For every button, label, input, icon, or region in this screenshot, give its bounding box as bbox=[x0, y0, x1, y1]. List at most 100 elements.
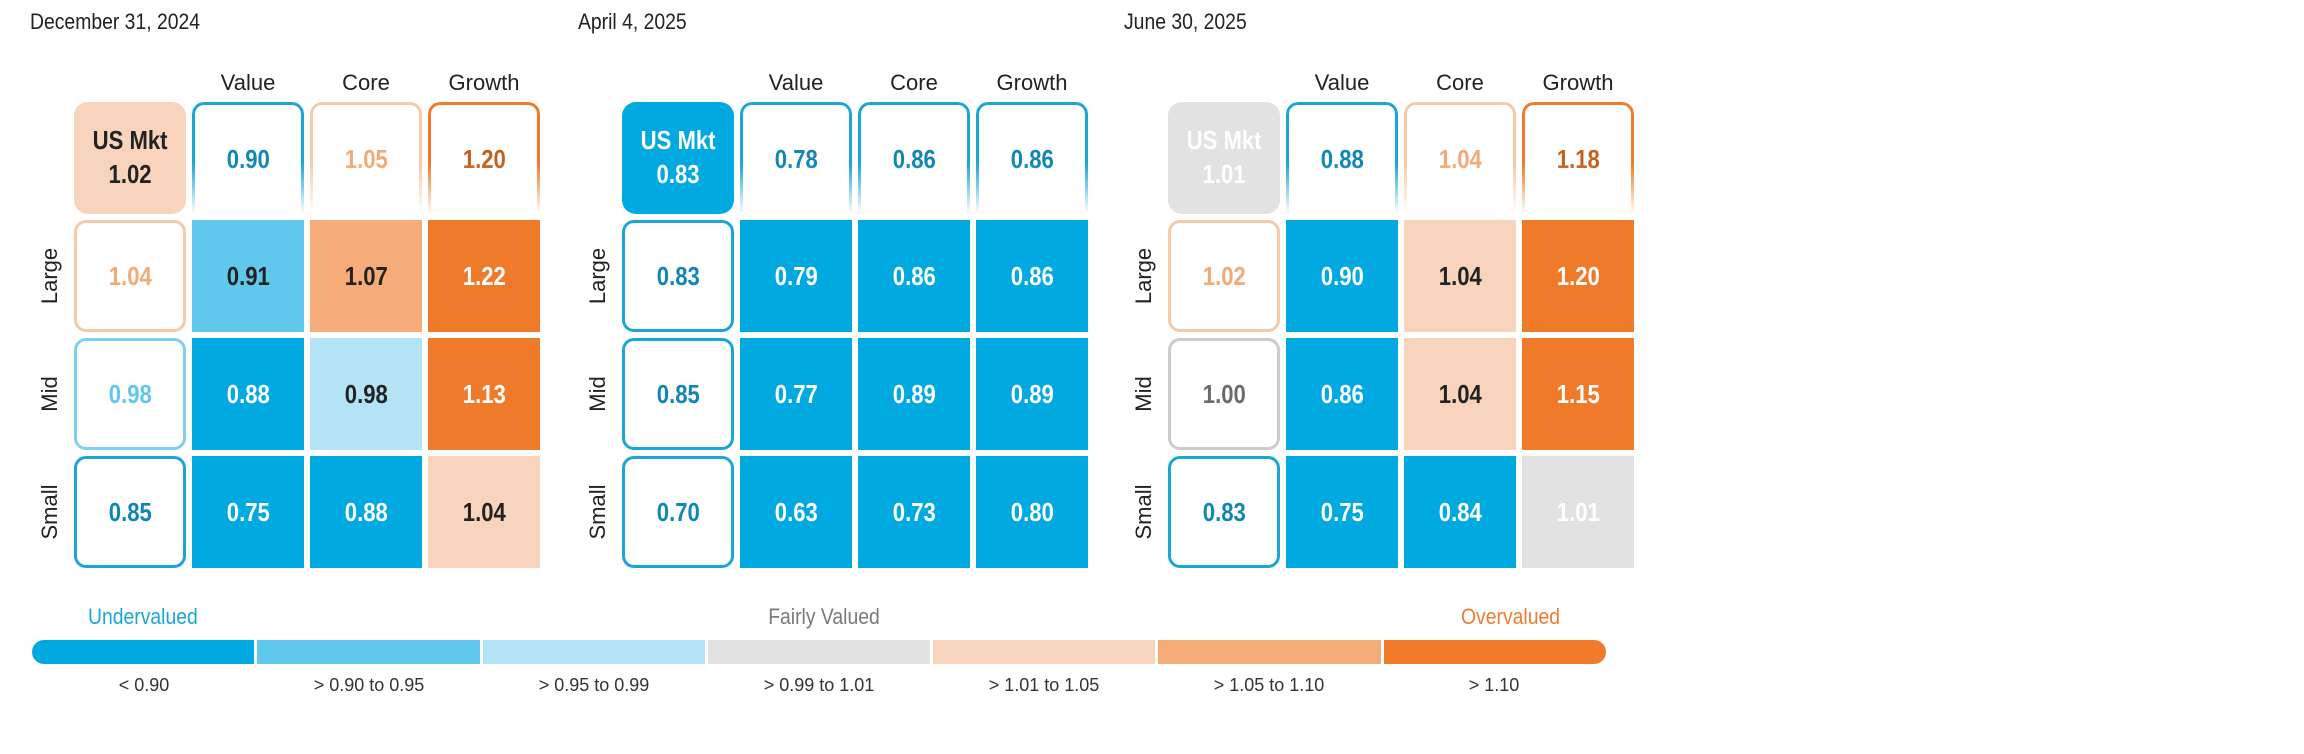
row-header-mid: Mid bbox=[578, 336, 618, 452]
style-box-cell: 0.98 bbox=[310, 338, 422, 450]
style-box-cell: 0.84 bbox=[1404, 456, 1516, 568]
cell-value: 0.75 bbox=[226, 496, 270, 527]
cell-value: 0.85 bbox=[656, 378, 700, 409]
row-header-small: Small bbox=[30, 454, 70, 570]
cell-value: 0.85 bbox=[108, 496, 152, 527]
cell-value: 0.79 bbox=[774, 260, 818, 291]
cell-value: 0.90 bbox=[1320, 260, 1364, 291]
us-market-label: US Mkt bbox=[92, 125, 168, 156]
style-box-cell: 1.15 bbox=[1522, 338, 1634, 450]
cell-value: 0.89 bbox=[1010, 378, 1054, 409]
us-market-label: US Mkt bbox=[640, 125, 716, 156]
row-header-label: Small bbox=[37, 484, 62, 540]
cell-value: 0.75 bbox=[1320, 496, 1364, 527]
us-market-cell: US Mkt 1.02 bbox=[74, 102, 186, 214]
row-header-large: Large bbox=[30, 218, 70, 334]
style-box-cell: 0.75 bbox=[192, 456, 304, 568]
cell-value: 0.83 bbox=[656, 260, 700, 291]
column-header-growth: Growth bbox=[1542, 70, 1614, 95]
cell-value: 1.04 bbox=[462, 496, 506, 527]
legend-tick-label: > 1.10 bbox=[1468, 675, 1520, 695]
column-header-value: Value bbox=[220, 70, 276, 95]
column-header-core: Core bbox=[1436, 70, 1484, 95]
cell-value: 0.86 bbox=[1010, 260, 1054, 291]
column-summary-cell: 0.88 bbox=[1286, 102, 1398, 214]
cell-value: 1.15 bbox=[1556, 378, 1600, 409]
cell-value: 0.63 bbox=[774, 496, 818, 527]
us-market-text: US Mkt 1.02 bbox=[93, 124, 168, 192]
valuation-grid: June 30, 2025 Value Core Growth Large Mid Smal… bbox=[1124, 0, 1634, 580]
cell-value: 0.77 bbox=[774, 378, 818, 409]
column-header-core: Core bbox=[890, 70, 938, 95]
us-market-value: 1.02 bbox=[108, 159, 152, 189]
cell-value: 1.01 bbox=[1556, 496, 1600, 527]
grid-date: April 4, 2025 bbox=[578, 9, 687, 34]
grid-date: June 30, 2025 bbox=[1124, 9, 1247, 34]
row-header-label: Small bbox=[585, 484, 610, 540]
row-header-label: Large bbox=[37, 247, 62, 305]
cell-value: 1.04 bbox=[1438, 378, 1482, 409]
row-header-label: Mid bbox=[585, 376, 610, 412]
cell-value: 1.04 bbox=[1438, 260, 1482, 291]
legend-tick-label: > 0.99 to 1.01 bbox=[763, 675, 875, 695]
cell-value: 1.20 bbox=[462, 144, 506, 175]
style-box-cell: 0.91 bbox=[192, 220, 304, 332]
row-header-label: Small bbox=[1131, 484, 1156, 540]
column-summary-cell: 0.86 bbox=[976, 102, 1088, 214]
style-box-cell: 1.22 bbox=[428, 220, 540, 332]
cell-value: 0.98 bbox=[108, 378, 152, 409]
cell-value: 1.05 bbox=[344, 144, 388, 175]
us-market-cell: US Mkt 0.83 bbox=[622, 102, 734, 214]
style-box-cell: 0.90 bbox=[1286, 220, 1398, 332]
style-box-cell: 0.86 bbox=[976, 220, 1088, 332]
row-summary-cell: 0.70 bbox=[622, 456, 734, 568]
column-summary-cell: 1.04 bbox=[1404, 102, 1516, 214]
us-market-text: US Mkt 0.83 bbox=[641, 124, 716, 192]
style-box-cell: 0.88 bbox=[310, 456, 422, 568]
cell-value: 0.86 bbox=[892, 260, 936, 291]
row-header-label: Large bbox=[1131, 247, 1156, 305]
row-header-large: Large bbox=[578, 218, 618, 334]
legend-segment-5 bbox=[930, 640, 1156, 664]
row-summary-cell: 1.02 bbox=[1168, 220, 1280, 332]
style-box-cell: 1.01 bbox=[1522, 456, 1634, 568]
style-box-cell: 1.20 bbox=[1522, 220, 1634, 332]
row-header-small: Small bbox=[1124, 454, 1164, 570]
row-header-label: Large bbox=[585, 247, 610, 305]
row-header-large: Large bbox=[1124, 218, 1164, 334]
row-summary-cell: 0.85 bbox=[622, 338, 734, 450]
column-summary-cell: 1.18 bbox=[1522, 102, 1634, 214]
cell-value: 1.13 bbox=[462, 378, 506, 409]
cell-value: 0.88 bbox=[1320, 144, 1364, 175]
column-header-growth: Growth bbox=[448, 70, 520, 95]
legend-segment-6 bbox=[1155, 640, 1381, 664]
row-summary-cell: 0.98 bbox=[74, 338, 186, 450]
column-summary-cell: 0.90 bbox=[192, 102, 304, 214]
style-box-cell: 0.86 bbox=[858, 220, 970, 332]
legend-undervalued-label: Undervalued bbox=[88, 604, 198, 629]
legend-overvalued-label: Overvalued bbox=[1460, 604, 1560, 629]
legend-segment-4 bbox=[704, 640, 931, 664]
cell-value: 0.98 bbox=[344, 378, 388, 409]
us-market-text: US Mkt 1.01 bbox=[1187, 124, 1262, 192]
cell-value: 0.86 bbox=[1320, 378, 1364, 409]
cell-value: 0.73 bbox=[892, 496, 936, 527]
cell-value: 0.89 bbox=[892, 378, 936, 409]
us-market-value: 1.01 bbox=[1202, 159, 1246, 189]
style-box-cell: 1.04 bbox=[1404, 220, 1516, 332]
style-box-cell: 1.04 bbox=[428, 456, 540, 568]
legend-tick-label: > 1.01 to 1.05 bbox=[988, 675, 1100, 695]
style-box-cell: 0.80 bbox=[976, 456, 1088, 568]
legend-fairly-valued-label: Fairly Valued bbox=[768, 604, 880, 629]
legend-tick-label: > 0.95 to 0.99 bbox=[538, 675, 650, 695]
cell-value: 1.22 bbox=[462, 260, 506, 291]
style-box-cell: 0.89 bbox=[976, 338, 1088, 450]
cell-value: 1.04 bbox=[108, 260, 152, 291]
column-summary-cell: 0.78 bbox=[740, 102, 852, 214]
style-box-cell: 0.75 bbox=[1286, 456, 1398, 568]
cell-value: 0.83 bbox=[1202, 496, 1246, 527]
style-box-cell: 0.88 bbox=[192, 338, 304, 450]
cell-value: 0.70 bbox=[656, 496, 700, 527]
style-box-cell: 1.04 bbox=[1404, 338, 1516, 450]
valuation-grid: April 4, 2025 Value Core Growth Large Mid Smal… bbox=[578, 0, 1088, 580]
